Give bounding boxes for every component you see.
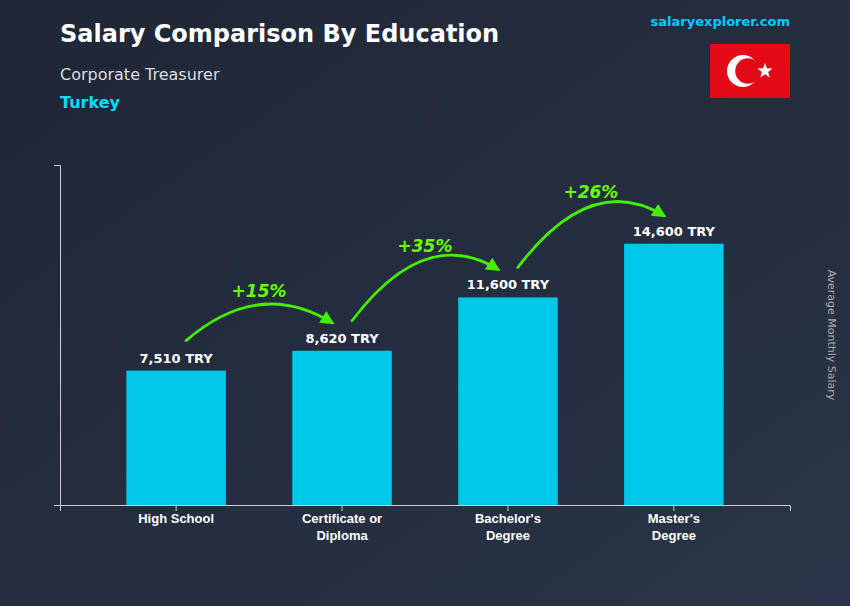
- change-arrow: [518, 201, 664, 267]
- bar: [458, 297, 558, 505]
- bar: [292, 351, 392, 505]
- x-tick-label-line: Certificate or: [302, 511, 382, 526]
- flag-crescent-cut: [735, 58, 761, 84]
- chart: Salary Comparison By Education Corporate …: [0, 0, 850, 606]
- change-arrow: [186, 304, 332, 341]
- x-tick-label: High School: [138, 511, 214, 526]
- subtitle: Corporate Treasurer: [60, 65, 220, 84]
- y-axis: [54, 166, 61, 506]
- subtitle: Turkey: [60, 93, 121, 112]
- background: [0, 0, 850, 606]
- x-tick: High School: [138, 505, 214, 526]
- bars: [126, 244, 723, 505]
- x-tick-label: Bachelor's Degree: [475, 511, 541, 543]
- source: salaryexplorer.com: [651, 14, 790, 29]
- x-tick: Bachelor's Degree: [475, 505, 541, 543]
- x-tick-mark: [176, 505, 177, 511]
- x-axis-line: [61, 506, 791, 512]
- x-tick-mark: [507, 505, 508, 511]
- title: Salary Comparison By Education: [60, 20, 499, 48]
- flag: [710, 44, 790, 98]
- x-tick-label-line: Bachelor's: [475, 511, 541, 526]
- change-label: +35%: [398, 236, 453, 256]
- x-tick: Certificate or Diploma: [302, 505, 382, 543]
- x-tick-label-line: High School: [138, 511, 214, 526]
- x-tick: Master's Degree: [648, 505, 700, 543]
- x-tick-mark: [673, 505, 674, 511]
- x-tick-mark: [342, 505, 343, 511]
- x-tick-label-line: Master's: [648, 511, 700, 526]
- bar: [624, 244, 724, 505]
- x-tick-label-line: Degree: [652, 528, 696, 543]
- data-label: 14,600 TRY: [633, 224, 716, 239]
- change-label: +26%: [563, 182, 618, 202]
- data-label: 11,600 TRY: [467, 277, 550, 292]
- flag-star: [757, 63, 772, 77]
- x-tick-label-line: Diploma: [316, 528, 368, 543]
- y-axis-title: Average Monthly Salary: [825, 270, 838, 401]
- data-label: 7,510 TRY: [140, 351, 214, 366]
- bar: [126, 371, 226, 505]
- y-axis-line: [54, 166, 61, 506]
- change-arrow: [352, 255, 498, 321]
- x-tick-label: Certificate or Diploma: [302, 511, 382, 543]
- change-label: +15%: [232, 281, 287, 301]
- data-label: 8,620 TRY: [305, 331, 379, 346]
- x-tick-label: Master's Degree: [648, 511, 700, 543]
- flag-field: [710, 44, 790, 98]
- x-tick-label-line: Degree: [486, 528, 530, 543]
- x-axis: High School Certificate or Diploma Bachelor…: [61, 505, 791, 543]
